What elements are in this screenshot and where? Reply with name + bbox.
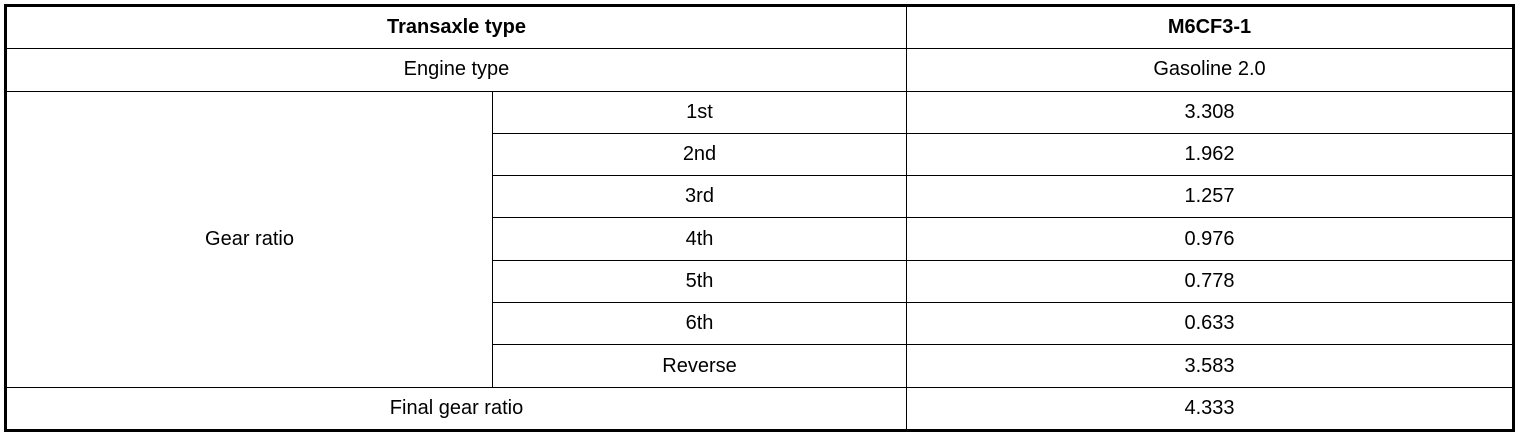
gear-value: 0.976: [906, 217, 1514, 261]
table-row: 5th 0.778: [6, 259, 1514, 304]
table-row: 4th 0.976: [6, 217, 1514, 261]
gear-value: 3.583: [906, 344, 1514, 388]
table-row: 3rd 1.257: [6, 175, 1514, 219]
engine-label: Engine type: [5, 48, 907, 92]
table-row: Gear ratio 1st 3.308: [5, 90, 1514, 388]
table-row: 6th 0.633: [6, 302, 1514, 346]
gear-value: 3.308: [906, 90, 1514, 134]
gear-value: 1.257: [906, 175, 1514, 219]
final-value: 4.333: [906, 386, 1514, 432]
header-row: Transaxle type M6CF3-1: [5, 4, 1514, 50]
final-row: Final gear ratio 4.333: [5, 386, 1514, 432]
gear-name: 2nd: [492, 132, 907, 177]
gear-name: 6th: [492, 302, 907, 346]
gear-name: 1st: [492, 90, 907, 134]
engine-row: Engine type Gasoline 2.0: [5, 48, 1514, 92]
gear-name: Reverse: [492, 344, 907, 388]
transaxle-spec-table: Transaxle type M6CF3-1 Engine type Gasol…: [4, 4, 1515, 432]
header-label: Transaxle type: [5, 4, 907, 50]
table-row: 2nd 1.962: [6, 132, 1514, 177]
header-value: M6CF3-1: [906, 4, 1514, 50]
gear-name: 4th: [492, 217, 907, 261]
gear-value: 1.962: [906, 132, 1514, 177]
gear-value: 0.633: [906, 302, 1514, 346]
gear-ratio-label: Gear ratio: [5, 90, 493, 388]
gear-name: 3rd: [492, 175, 907, 219]
gear-name: 5th: [492, 259, 907, 304]
table-row: Reverse 3.583: [6, 344, 1514, 388]
engine-value: Gasoline 2.0: [906, 48, 1514, 92]
final-label: Final gear ratio: [5, 386, 907, 432]
gear-value: 0.778: [906, 259, 1514, 304]
